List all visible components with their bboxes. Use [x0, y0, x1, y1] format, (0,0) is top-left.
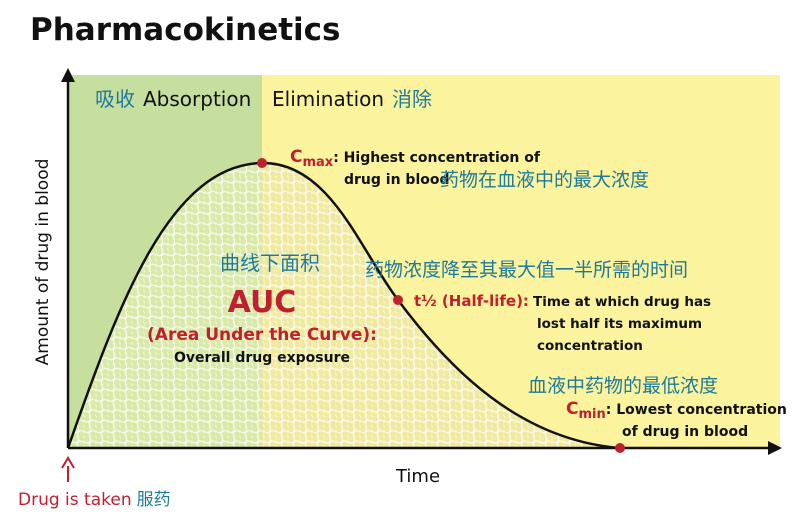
cmax-label: Cmax: Highest concentration of	[290, 147, 541, 170]
auc-abbr: AUC	[228, 285, 297, 320]
y-axis-label: Amount of drug in blood	[33, 159, 53, 366]
x-axis-label: Time	[395, 466, 440, 487]
auc-desc: Overall drug exposure	[174, 350, 350, 366]
dose-label: Drug is taken 服药	[18, 490, 171, 510]
concentration-curve	[66, 161, 621, 450]
dose-arrow-head	[61, 456, 75, 469]
cmin-zh: 血液中药物的最低浓度	[528, 375, 718, 397]
absorption-label: 吸收 Absorption	[95, 87, 251, 111]
x-arrow	[768, 441, 782, 455]
half-life-point	[393, 295, 403, 305]
auc-zh: 曲线下面积	[220, 251, 320, 275]
cmax-point	[257, 158, 267, 168]
cmax-line: drug in blood	[344, 172, 450, 188]
half-life-zh: 药物浓度降至其最大值一半所需的时间	[365, 259, 688, 281]
elimination-label: Elimination 消除	[272, 87, 432, 111]
half-life-symbol: t½ (Half-life):	[414, 292, 529, 310]
half-life-line: lost half its maximum	[537, 316, 702, 332]
cmin-label: Cmin: Lowest concentration	[566, 399, 787, 422]
cmin-line: of drug in blood	[622, 424, 748, 440]
auc-full: (Area Under the Curve):	[147, 325, 377, 345]
title: Pharmacokinetics	[30, 12, 341, 48]
half-life-line: concentration	[537, 338, 643, 354]
cmax-zh: 药物在血液中的最大浓度	[440, 169, 649, 191]
cmin-point	[615, 443, 625, 453]
half-life-line: Time at which drug has	[533, 294, 711, 310]
y-arrow	[61, 68, 75, 82]
